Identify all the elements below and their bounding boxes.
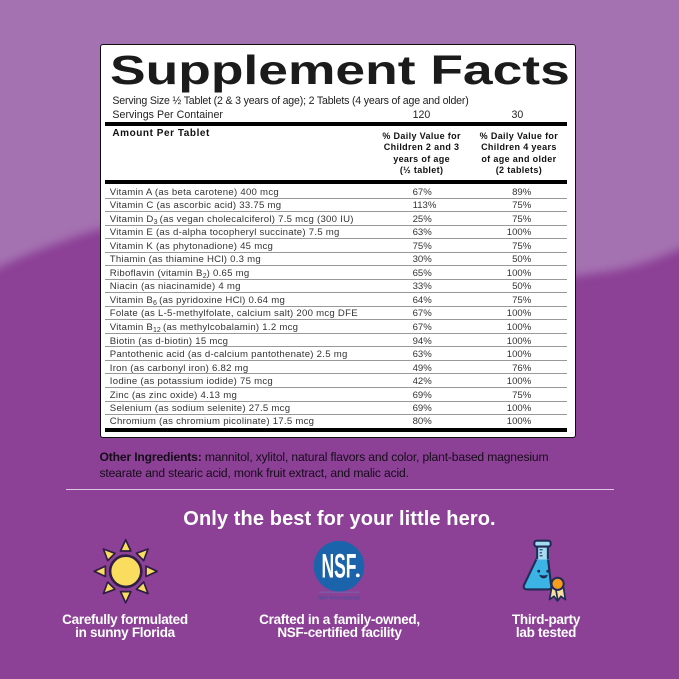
svg-text:NSF International: NSF International (318, 595, 360, 601)
svg-text:NSF: NSF (322, 548, 357, 586)
